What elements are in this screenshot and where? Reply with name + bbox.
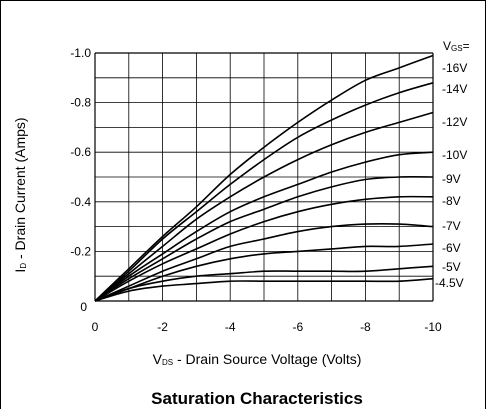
y-tick-label: -1.0 bbox=[70, 46, 91, 60]
curve-label: -16V bbox=[442, 61, 467, 75]
x-tick-labels: 0 -2 -4 -6 -8 -10 bbox=[92, 320, 442, 334]
y-tick-label: -0.8 bbox=[70, 96, 91, 110]
x-axis-label: VDS - Drain Source Voltage (Volts) bbox=[153, 351, 362, 367]
legend-header: VGS= bbox=[443, 39, 470, 53]
curve-label: -8V bbox=[442, 194, 461, 208]
curve-label: -12V bbox=[442, 115, 467, 129]
y-tick-label: 0 bbox=[80, 300, 87, 314]
x-tick-label: -6 bbox=[292, 320, 303, 334]
curve-label: -14V bbox=[442, 82, 467, 96]
curve-label: -10V bbox=[442, 148, 467, 162]
curve-label: -9V bbox=[442, 172, 461, 186]
curve-labels: -16V -14V -12V -10V -9V -8V -7V -6V -5V -4.5V bbox=[435, 61, 467, 290]
curve-label: -7V bbox=[442, 219, 461, 233]
y-tick-label: -0.6 bbox=[70, 145, 91, 159]
chart-title: Saturation Characteristics bbox=[151, 389, 363, 408]
curve-label: -5V bbox=[442, 260, 461, 274]
curve-label: -6V bbox=[442, 241, 461, 255]
x-tick-label: -2 bbox=[157, 320, 168, 334]
x-tick-label: -10 bbox=[424, 320, 442, 334]
x-tick-label: 0 bbox=[92, 320, 99, 334]
curve-label: -4.5V bbox=[435, 276, 464, 290]
x-tick-label: -4 bbox=[225, 320, 236, 334]
x-tick-label: -8 bbox=[360, 320, 371, 334]
y-tick-label: -0.2 bbox=[70, 244, 91, 258]
y-axis-label: ID - Drain Current (Amps) bbox=[12, 117, 28, 272]
y-tick-labels: 0 -0.2 -0.4 -0.6 -0.8 -1.0 bbox=[70, 46, 91, 314]
y-tick-label: -0.4 bbox=[70, 195, 91, 209]
